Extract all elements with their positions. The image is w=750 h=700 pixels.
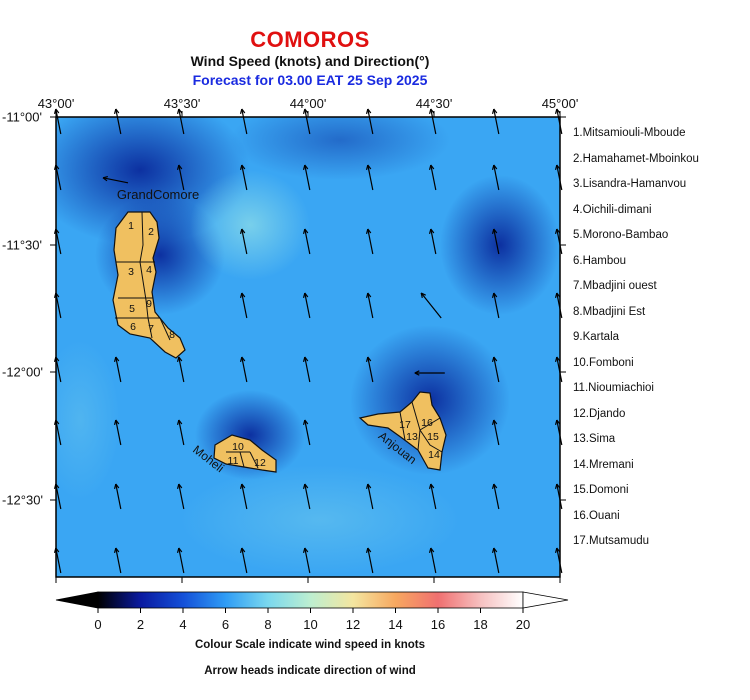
- legend-item: 2.Hamahamet-Mboinkou: [573, 152, 699, 165]
- colorbar-tick-18: 18: [473, 617, 488, 632]
- region-number-15: 15: [427, 431, 439, 443]
- colorbar-min-triangle: [55, 591, 99, 609]
- grand-comore-island: [112, 211, 186, 359]
- lat-label-11-00: -11°00': [2, 109, 42, 125]
- region-number-5: 5: [129, 303, 135, 315]
- legend-item: 11.Nioumiachioi: [573, 382, 654, 394]
- legend-item: 5.Morono-Bambao: [573, 229, 669, 241]
- legend-item: 10.Fomboni: [573, 356, 634, 369]
- map-subtitle: Wind Speed (knots) and Direction(°): [190, 53, 430, 69]
- map-frame: [50, 111, 566, 583]
- region-number-9: 9: [146, 298, 152, 310]
- legend-item: 17.Mutsamudu: [573, 535, 650, 547]
- colorbar-tick-2: 2: [136, 617, 145, 632]
- map-title: COMOROS: [250, 27, 370, 52]
- region-number-6: 6: [130, 321, 136, 333]
- region-number-3: 3: [128, 266, 134, 278]
- legend-item: 16.Ouani: [573, 509, 620, 522]
- lat-label-12-30: -12°30': [2, 492, 43, 508]
- colorbar: [55, 591, 569, 613]
- colorbar-tick-4: 4: [179, 617, 187, 632]
- region-number-7: 7: [148, 323, 154, 335]
- colorbar-tick-16: 16: [430, 617, 446, 632]
- region-number-16: 16: [421, 417, 433, 429]
- legend-item: 4.Oichili-dimani: [573, 203, 652, 216]
- region-number-14: 14: [428, 449, 440, 461]
- lat-label-12-00: -12°00': [2, 364, 43, 380]
- legend-item: 6.Hambou: [573, 254, 627, 267]
- colorbar-gradient: [97, 591, 524, 609]
- island-label-grand-comore: GrandComore: [117, 187, 199, 202]
- colorbar-tick-20: 20: [515, 617, 531, 632]
- region-number-4: 4: [146, 264, 152, 276]
- lon-label-43-00: 43°00': [37, 96, 75, 111]
- region-number-1: 1: [128, 220, 134, 232]
- region-number-8: 8: [169, 329, 175, 341]
- colorbar-tick-0: 0: [94, 617, 102, 632]
- moheli-island: [213, 434, 277, 473]
- lon-label-45-00: 45°00': [541, 96, 579, 111]
- lon-label-44-00: 44°00': [289, 96, 327, 111]
- lon-label-43-30: 43°30': [163, 96, 201, 111]
- legend-item: 1.Mitsamiouli-Mboude: [573, 127, 686, 139]
- legend-item: 9.Kartala: [573, 331, 620, 343]
- region-numbers: 1 2 3 4 5 6 7 8 9 10 11 12 13 14 15 16 1…: [128, 220, 440, 469]
- colorbar-tick-10: 10: [303, 617, 318, 632]
- arrow-direction-note: Arrow heads indicate direction of wind: [204, 665, 416, 677]
- region-number-12: 12: [254, 457, 266, 469]
- legend-item: 7.Mbadjini ouest: [573, 280, 657, 292]
- forecast-time: Forecast for 03.00 EAT 25 Sep 2025: [192, 72, 428, 88]
- lon-label-44-30: 44°30': [415, 96, 453, 111]
- legend-item: 12.Djando: [573, 407, 626, 420]
- legend-item: 13.Sima: [573, 433, 616, 445]
- lat-label-11-30: -11°30': [2, 237, 42, 253]
- region-number-17: 17: [399, 419, 411, 431]
- legend-item: 3.Lisandra-Hamanvou: [573, 178, 687, 190]
- colorbar-tick-6: 6: [221, 617, 230, 632]
- anjouan-borders: [399, 401, 443, 453]
- colorbar-tick-12: 12: [345, 617, 361, 632]
- region-legend: 1.Mitsamiouli-Mboude 2.Hamahamet-Mboinko…: [573, 126, 699, 560]
- moheli-borders: [226, 451, 259, 469]
- region-number-13: 13: [406, 431, 418, 443]
- colorbar-max-triangle: [522, 591, 569, 609]
- legend-item: 8.Mbadjini Est: [573, 305, 646, 318]
- region-number-2: 2: [148, 226, 154, 238]
- region-number-11: 11: [228, 455, 239, 467]
- grand-comore-borders: [115, 211, 171, 341]
- region-number-10: 10: [232, 441, 244, 453]
- colour-scale-note: Colour Scale indicate wind speed in knot…: [194, 639, 426, 651]
- wind-speed-field: [56, 117, 560, 577]
- legend-item: 15.Domoni: [573, 484, 629, 496]
- colorbar-tick-8: 8: [264, 617, 272, 632]
- legend-item: 14.Mremani: [573, 458, 634, 471]
- colorbar-tick-14: 14: [388, 617, 403, 632]
